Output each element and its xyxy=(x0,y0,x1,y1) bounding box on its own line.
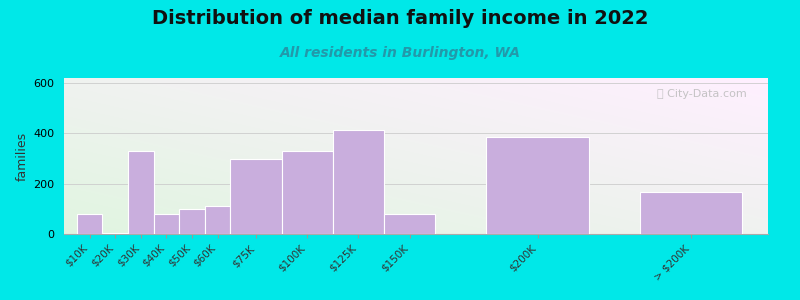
Y-axis label: families: families xyxy=(16,131,29,181)
Bar xyxy=(640,193,742,234)
Bar xyxy=(384,214,435,234)
Bar xyxy=(179,209,205,234)
Bar xyxy=(486,137,589,234)
Bar xyxy=(205,206,230,234)
Bar xyxy=(230,158,282,234)
Bar xyxy=(154,214,179,234)
Text: ⓘ City-Data.com: ⓘ City-Data.com xyxy=(657,89,747,99)
Bar xyxy=(77,214,102,234)
Bar xyxy=(128,151,154,234)
Bar xyxy=(102,233,128,234)
Text: All residents in Burlington, WA: All residents in Burlington, WA xyxy=(279,46,521,61)
Bar xyxy=(282,151,333,234)
Bar xyxy=(333,130,384,234)
Text: Distribution of median family income in 2022: Distribution of median family income in … xyxy=(152,9,648,28)
